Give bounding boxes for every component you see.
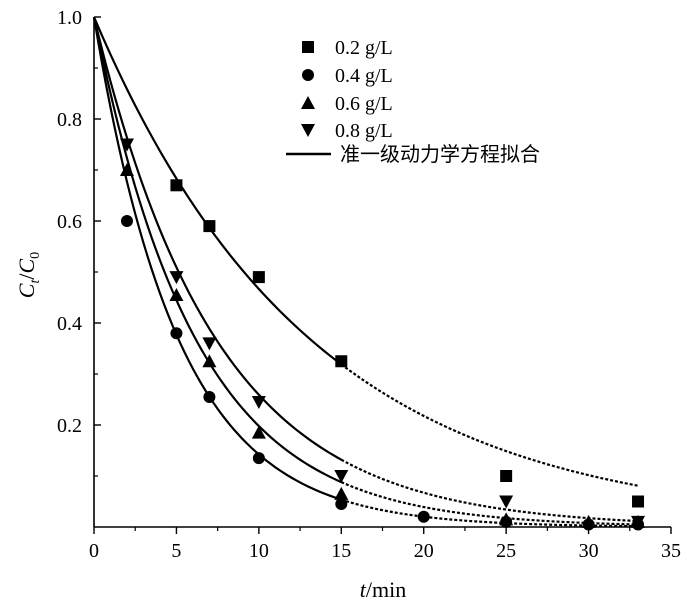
fit-curves: [92, 16, 639, 528]
legend-items: 0.2 g/L 0.4 g/L 0.6 g/L 0.8 g/L: [301, 37, 393, 142]
plot-area: 0 5 10 15 20 25 30 35 0.2 0.4 0.6 0.8 1.0: [57, 7, 681, 562]
legend: 0.2 g/L 0.4 g/L 0.6 g/L 0.8 g/L 准一级动力学方程拟合: [286, 37, 540, 166]
legend-label: 0.6 g/L: [335, 93, 393, 115]
y-ticks: 0.2 0.4 0.6 0.8 1.0: [57, 7, 101, 477]
data-point-series-0-4: [120, 215, 133, 227]
data-point-series-0-4: [335, 498, 348, 511]
y-axis-sep: /: [14, 273, 39, 280]
y-axis-sub2: 0: [28, 252, 43, 259]
x-ticks: 0 5 10 15 20 25 30 35: [89, 527, 681, 562]
y-axis-var: C: [14, 283, 39, 298]
y-axis-sub1: t: [28, 279, 43, 284]
data-point-series-0-8: [631, 515, 646, 529]
x-tick-label: 10: [249, 540, 269, 562]
legend-marker: [302, 41, 314, 53]
fit-curve-0-2-extrapolated: [340, 363, 639, 487]
data-point-series-0-8: [334, 470, 349, 483]
x-axis-unit: /min: [366, 577, 406, 601]
data-point-series-0-6: [334, 486, 349, 500]
data-point-series-0-4: [170, 327, 183, 340]
data-point-series-0-8: [119, 138, 134, 152]
y-axis-title: Ct/C0: [14, 252, 43, 298]
data-point-series-0-4: [203, 390, 216, 403]
data-point-series-0-8: [202, 337, 217, 351]
fit-curve-0-6: [92, 16, 342, 484]
data-point-series-0-2: [632, 495, 645, 508]
x-axis-title: t/min: [360, 577, 406, 601]
x-tick-label: 20: [414, 540, 434, 562]
x-tick-label: 15: [331, 540, 351, 562]
fit-curve-0-8: [92, 16, 342, 461]
y-tick-label: 0.6: [57, 211, 82, 233]
y-tick-label: 0.8: [57, 109, 82, 131]
legend-label: 0.8 g/L: [335, 120, 393, 142]
data-point-series-0-8: [169, 271, 184, 285]
fit-curve-0-4-extrapolated: [340, 498, 639, 528]
data-point-series-0-6: [499, 512, 514, 526]
fit-curve-0-4: [92, 16, 342, 501]
legend-label: 0.2 g/L: [335, 37, 393, 59]
x-tick-label: 25: [496, 540, 516, 562]
data-point-series-0-6: [202, 354, 217, 368]
x-tick-label: 30: [579, 540, 599, 562]
data-point-series-0-4: [252, 452, 265, 465]
fit-curve-0-2: [92, 16, 342, 366]
legend-fit-label: 准一级动力学方程拟合: [340, 143, 540, 166]
data-point-series-0-8: [499, 495, 514, 509]
legend-marker: [302, 69, 314, 81]
data-point-series-0-2: [500, 470, 513, 482]
x-tick-label: 0: [89, 540, 99, 562]
x-tick-label: 35: [661, 540, 681, 562]
data-markers: [119, 138, 646, 531]
x-tick-label: 5: [171, 540, 181, 562]
data-point-series-0-2: [252, 271, 265, 284]
data-point-series-0-6: [169, 287, 184, 301]
data-point-series-0-6: [251, 425, 266, 439]
data-point-series-0-6: [119, 163, 134, 176]
data-point-series-0-2: [335, 355, 348, 368]
legend-marker: [301, 96, 315, 109]
y-tick-label: 0.4: [57, 313, 82, 335]
data-point-series-0-6: [581, 514, 596, 528]
data-point-series-0-2: [170, 179, 183, 192]
x-axis-var: t: [360, 577, 367, 601]
data-point-series-0-8: [251, 396, 266, 410]
y-tick-label: 1.0: [57, 7, 82, 29]
y-axis-var2: C: [14, 258, 39, 273]
legend-marker: [301, 124, 315, 137]
data-point-series-0-4: [417, 510, 430, 523]
y-tick-label: 0.2: [57, 415, 82, 437]
data-point-series-0-2: [203, 220, 216, 233]
legend-label: 0.4 g/L: [335, 65, 393, 87]
